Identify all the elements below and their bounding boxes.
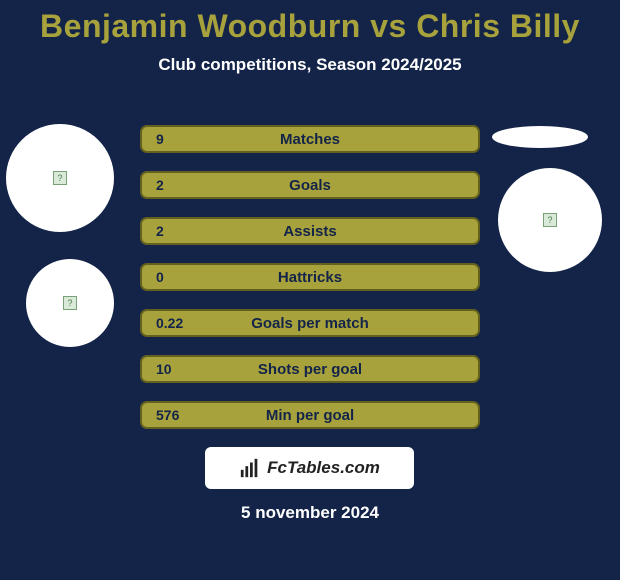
stat-value: 10: [156, 361, 172, 377]
barchart-icon: [239, 457, 261, 479]
stat-bar: 576Min per goal: [140, 401, 480, 429]
page-title: Benjamin Woodburn vs Chris Billy: [0, 0, 620, 45]
subtitle: Club competitions, Season 2024/2025: [0, 55, 620, 75]
stat-label: Goals: [142, 177, 478, 194]
stat-label: Hattricks: [142, 269, 478, 286]
source-logo-text: FcTables.com: [267, 458, 380, 478]
stat-label: Shots per goal: [142, 361, 478, 378]
stat-label: Min per goal: [142, 407, 478, 424]
player1-avatar-large: ?: [6, 124, 114, 232]
stat-value: 0.22: [156, 315, 183, 331]
stat-value: 9: [156, 131, 164, 147]
stat-label: Matches: [142, 131, 478, 148]
stats-bars: 9Matches2Goals2Assists0Hattricks0.22Goal…: [140, 125, 480, 447]
stat-value: 2: [156, 177, 164, 193]
image-placeholder-icon: ?: [63, 296, 77, 310]
stat-label: Assists: [142, 223, 478, 240]
comparison-card: Benjamin Woodburn vs Chris Billy Club co…: [0, 0, 620, 580]
stat-bar: 2Assists: [140, 217, 480, 245]
player2-ellipse: [492, 126, 588, 148]
stat-bar: 2Goals: [140, 171, 480, 199]
date-line: 5 november 2024: [0, 503, 620, 523]
source-logo: FcTables.com: [205, 447, 414, 489]
stat-value: 2: [156, 223, 164, 239]
stat-bar: 9Matches: [140, 125, 480, 153]
stat-value: 576: [156, 407, 179, 423]
stat-bar: 10Shots per goal: [140, 355, 480, 383]
image-placeholder-icon: ?: [53, 171, 67, 185]
stat-value: 0: [156, 269, 164, 285]
stat-bar: 0.22Goals per match: [140, 309, 480, 337]
player1-club-avatar: ?: [26, 259, 114, 347]
stat-label: Goals per match: [142, 315, 478, 332]
player2-avatar: ?: [498, 168, 602, 272]
image-placeholder-icon: ?: [543, 213, 557, 227]
stat-bar: 0Hattricks: [140, 263, 480, 291]
